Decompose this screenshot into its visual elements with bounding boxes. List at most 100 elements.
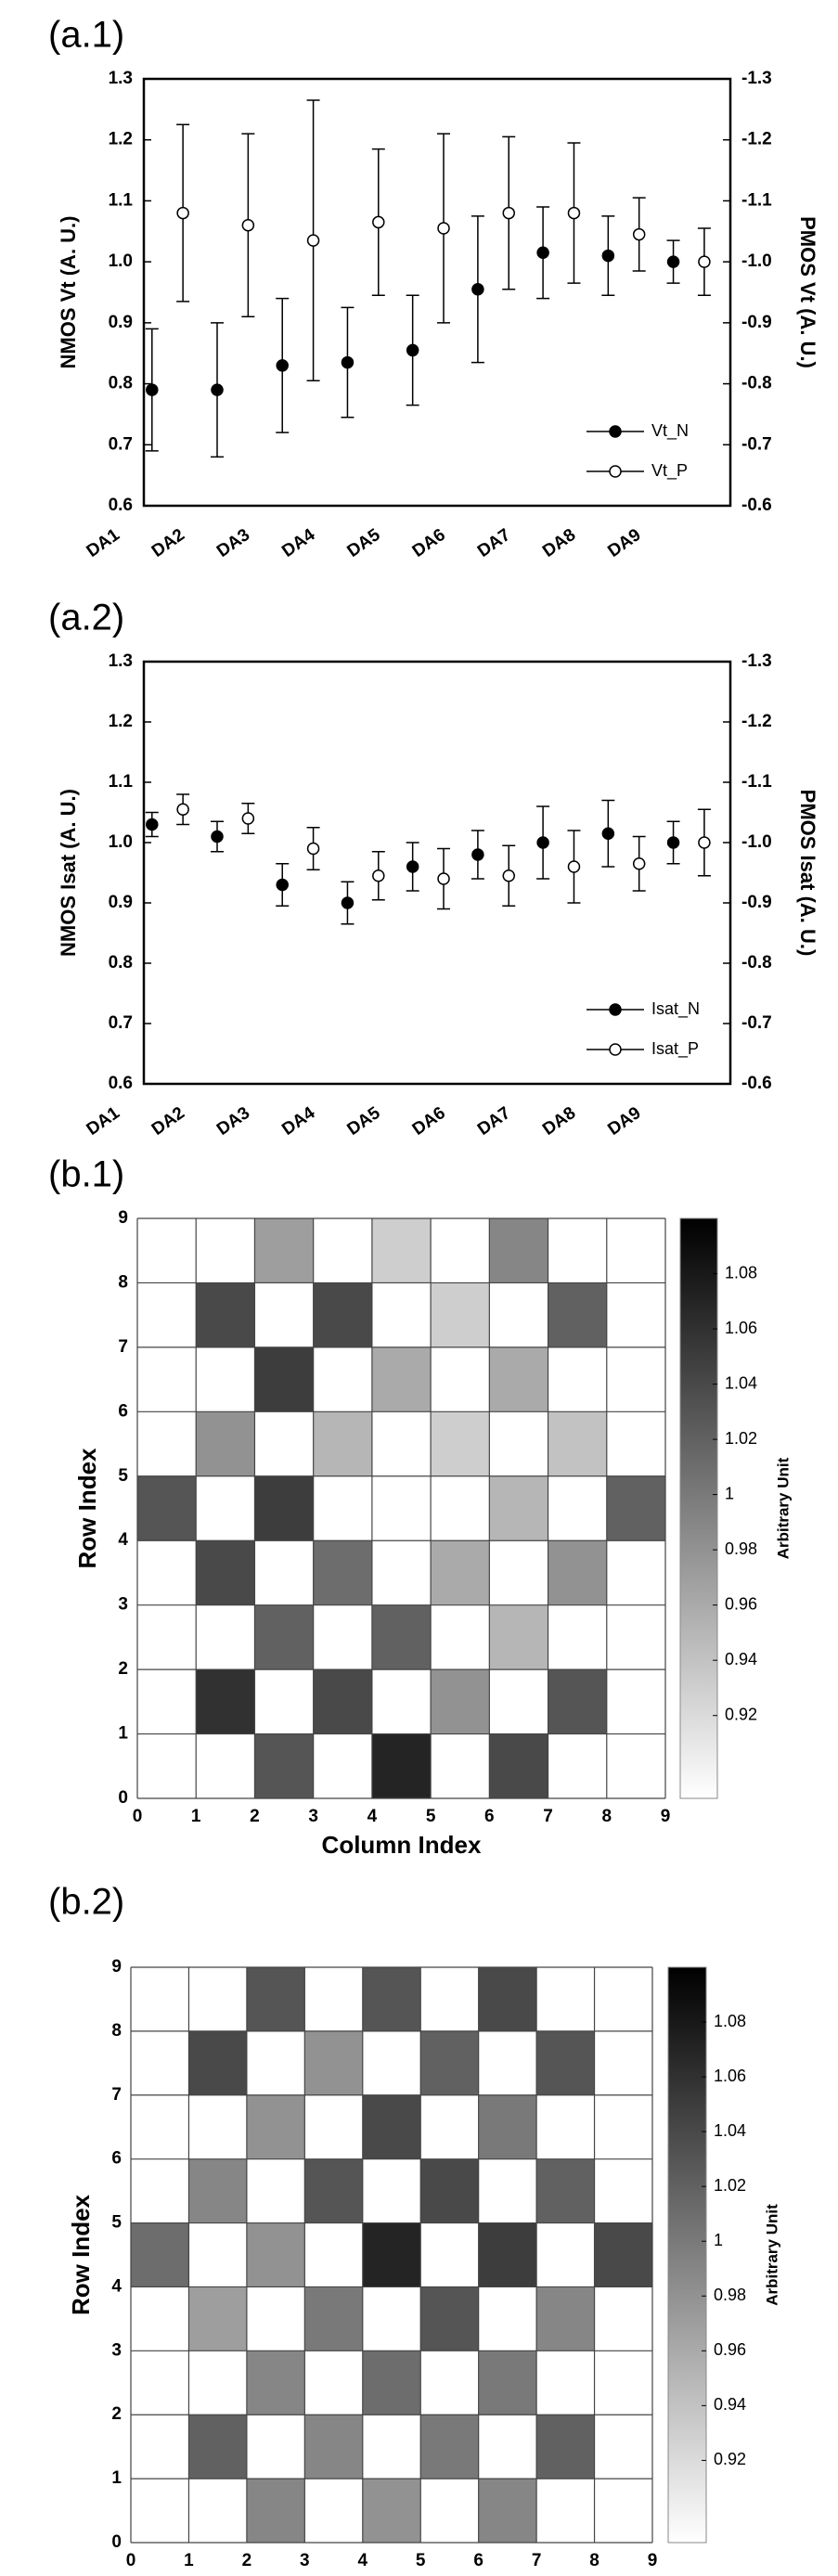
y-tick-label: 2 [118, 1659, 128, 1679]
x-tick-label: 3 [300, 2551, 310, 2570]
heat-cell [246, 1967, 305, 2031]
y-tick-label: 5 [111, 2213, 122, 2233]
heat-cell [362, 1967, 421, 2031]
y-axis-label: Row Index [67, 2194, 95, 2315]
colorbar-tick-label: 1.02 [714, 2176, 746, 2195]
colorbar-tick-label: 1 [725, 1484, 734, 1502]
x-tick-label: DA2 [148, 1103, 188, 1140]
y2-tick-label: -1.3 [741, 651, 772, 671]
colorbar-tick-label: 0.98 [725, 1539, 757, 1558]
colorbar-label: Arbitrary Unit [774, 1457, 792, 1559]
y-tick-label: 0.9 [109, 893, 133, 912]
x-tick-label: DA4 [278, 525, 319, 561]
data-point [666, 836, 680, 849]
data-point [146, 818, 159, 831]
x-tick-label: 1 [184, 2551, 194, 2570]
heat-cell [371, 1218, 432, 1283]
heat-cell [489, 1475, 548, 1541]
heat-cell [362, 2479, 421, 2543]
x-tick-label: DA1 [84, 1103, 124, 1140]
legend-label: Vt_N [651, 421, 689, 441]
colorbar-tick-label: 1.04 [725, 1373, 757, 1392]
plot-frame [142, 660, 732, 1086]
data-point [341, 896, 355, 909]
heat-cell [246, 2094, 305, 2159]
x-tick-label: DA6 [409, 1103, 449, 1140]
panel-title: (a.2) [48, 598, 124, 638]
heat-cell [313, 1282, 372, 1347]
y2-tick-label: -0.7 [741, 1013, 772, 1033]
y2-tick-label: -0.6 [741, 1074, 772, 1093]
heat-cell [420, 2030, 479, 2095]
y-tick-label: 4 [111, 2276, 122, 2296]
heat-cell [489, 1733, 548, 1798]
x-tick-label: 0 [133, 1807, 143, 1826]
y2-tick-label: -1.1 [741, 190, 772, 210]
x-tick-label: 7 [543, 1807, 553, 1826]
legend-marker [609, 1003, 622, 1016]
x-tick-label: 9 [648, 2551, 658, 2570]
x-tick-label: 1 [191, 1807, 201, 1826]
y-tick-label: 1.0 [109, 832, 133, 852]
colorbar [679, 1217, 718, 1799]
heat-cell [536, 2415, 595, 2479]
data-point [437, 222, 450, 235]
legend-label: Isat_P [651, 1039, 699, 1059]
colorbar [667, 1966, 707, 2544]
heat-cell [371, 1604, 432, 1670]
x-tick-label: 6 [473, 2551, 483, 2570]
y2-tick-label: -0.9 [741, 313, 772, 332]
heat-cell [196, 1282, 255, 1347]
y2-tick-label: -1.2 [741, 712, 772, 731]
x-tick-label: 0 [126, 2551, 136, 2570]
x-tick-label: 2 [250, 1807, 260, 1826]
x-tick-label: DA7 [474, 525, 514, 561]
panel-title: (b.2) [48, 1882, 124, 1923]
heat-cell [254, 1604, 314, 1670]
x-tick-label: 9 [661, 1807, 671, 1826]
x-tick-label: 2 [242, 2551, 252, 2570]
legend-label: Vt_P [651, 461, 688, 481]
x-tick-label: 4 [357, 2551, 367, 2570]
data-point [176, 803, 189, 816]
heat-cell [188, 2415, 247, 2479]
x-tick-label: 3 [308, 1807, 318, 1826]
x-tick-label: 4 [367, 1807, 378, 1826]
x-tick-label: 5 [426, 1807, 436, 1826]
data-point [211, 383, 224, 396]
colorbar-tick-label: 0.94 [714, 2395, 746, 2414]
y-tick-label: 8 [111, 2021, 122, 2041]
data-point [372, 869, 385, 882]
y2-tick-label: -0.7 [741, 434, 772, 454]
x-tick-label: 7 [532, 2551, 542, 2570]
heat-cell [594, 2222, 652, 2287]
y-axis-label: NMOS Vt (A. U.) [57, 216, 80, 369]
heat-cell [196, 1540, 255, 1605]
heat-cell [362, 2351, 421, 2415]
x-tick-label: DA8 [539, 525, 579, 561]
y-tick-label: 0.7 [109, 1013, 133, 1033]
data-point [567, 206, 581, 220]
y-tick-label: 1 [118, 1724, 128, 1744]
heat-cell [478, 1967, 537, 2031]
data-point [306, 234, 320, 247]
data-point [698, 836, 711, 849]
x-axis-label: Column Index [312, 2575, 471, 2576]
x-tick-label: 8 [589, 2551, 599, 2570]
heat-cell [188, 2286, 247, 2351]
y-tick-label: 2 [111, 2404, 122, 2424]
heat-cell [489, 1604, 548, 1670]
colorbar-tick-label: 1.02 [725, 1429, 757, 1448]
x-tick-label: 6 [484, 1807, 495, 1826]
x-tick-label: DA5 [343, 1103, 384, 1140]
colorbar-tick-label: 1.08 [714, 2012, 746, 2030]
heat-cell [304, 2030, 363, 2095]
heat-cell [196, 1411, 255, 1476]
data-point [437, 872, 450, 885]
heat-cell [489, 1346, 548, 1412]
y2-tick-label: -0.8 [741, 374, 772, 393]
heat-cell [548, 1282, 607, 1347]
colorbar-tick-label: 1.08 [725, 1263, 757, 1282]
data-point [306, 842, 320, 856]
